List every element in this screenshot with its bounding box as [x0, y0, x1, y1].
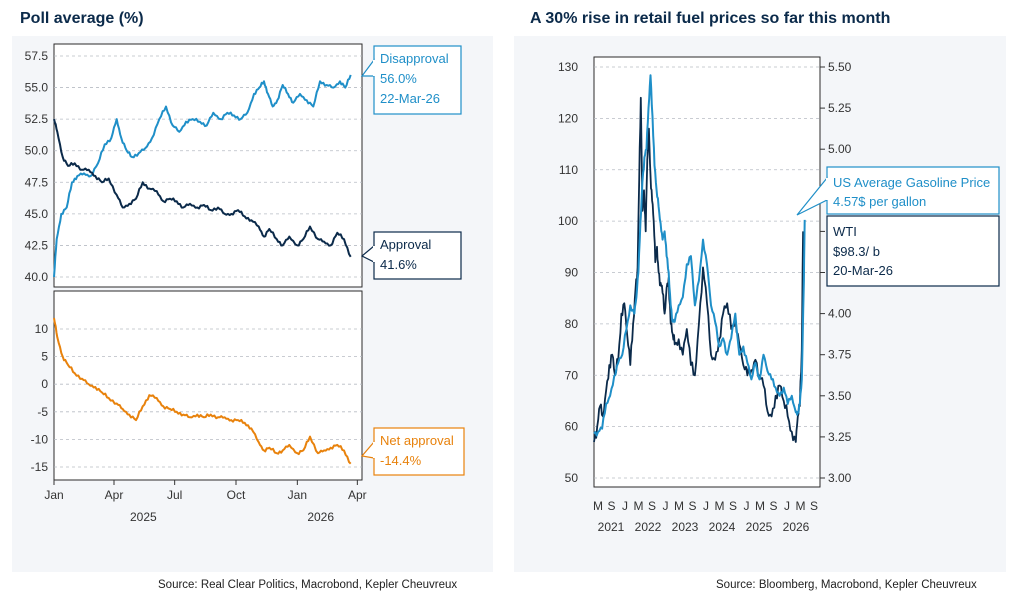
fuel-x-tick-label: M — [634, 499, 644, 513]
fuel-left-y-tick-label: 90 — [565, 266, 579, 280]
fuel-year-label: 2025 — [746, 520, 773, 534]
poll-year-label: 2026 — [307, 510, 334, 524]
fuel-right-y-tick-label: 3.25 — [828, 430, 852, 444]
fuel-left-y-tick-label: 70 — [565, 368, 579, 382]
poll-top-y-tick-label: 47.5 — [25, 175, 49, 189]
gasoline-callout-text: US Average Gasoline Price — [833, 175, 990, 190]
net-approval-callout-box — [373, 427, 465, 476]
wti-callout-text: WTI — [833, 224, 857, 239]
fuel-x-tick-label: M — [674, 499, 684, 513]
poll-x-tick-label: Apr — [105, 488, 124, 502]
fuel-right-y-tick-label: 3.50 — [828, 389, 852, 403]
poll-bottom-y-tick-label: -5 — [37, 405, 48, 419]
fuel-x-tick-label: M — [796, 499, 806, 513]
fuel-x-tick-label: S — [769, 499, 777, 513]
fuel-right-y-tick-label: 5.00 — [828, 142, 852, 156]
gasoline-callout-text: 4.57$ per gallon — [833, 194, 926, 209]
fuel-x-tick-label: M — [593, 499, 603, 513]
poll-bottom-y-tick-label: 5 — [41, 350, 48, 364]
fuel-left-y-tick-label: 50 — [565, 471, 579, 485]
poll-x-tick-label: Apr — [348, 488, 367, 502]
wti-callout-text: 20-Mar-26 — [833, 263, 893, 278]
fuel-x-tick-label: S — [810, 499, 818, 513]
net-approval-callout-text: Net approval — [380, 433, 454, 448]
poll-bottom-y-tick-label: -15 — [31, 460, 49, 474]
fuel-left-y-tick-label: 130 — [558, 60, 578, 74]
fuel-x-tick-label: J — [703, 499, 709, 513]
approval-callout-text: 41.6% — [380, 257, 417, 272]
fuel-year-label: 2024 — [709, 520, 736, 534]
net-approval-line — [53, 317, 352, 465]
approval-callout-box — [373, 231, 462, 280]
fuel-x-tick-label: J — [784, 499, 790, 513]
fuel-year-label: 2022 — [635, 520, 662, 534]
poll-x-tick-label: Jan — [44, 488, 63, 502]
poll-top-y-tick-label: 40.0 — [25, 270, 49, 284]
fuel-x-tick-label: J — [744, 499, 750, 513]
disapproval-callout-text: Disapproval — [380, 51, 449, 66]
poll-chart-source: Source: Real Clear Politics, Macrobond, … — [158, 579, 458, 591]
poll-top-y-tick-label: 52.5 — [25, 112, 49, 126]
poll-bottom-y-tick-label: -10 — [31, 432, 49, 446]
fuel-left-y-tick-label: 80 — [565, 317, 579, 331]
wti-callout-box — [826, 215, 1000, 287]
poll-top-y-tick-label: 42.5 — [25, 238, 49, 252]
poll-x-tick-label: Oct — [227, 488, 246, 502]
fuel-year-label: 2021 — [598, 520, 625, 534]
fuel-x-tick-label: S — [729, 499, 737, 513]
fuel-chart-source: Source: Bloomberg, Macrobond, Kepler Che… — [716, 579, 977, 591]
fuel-year-label: 2023 — [672, 520, 699, 534]
fuel-right-y-tick-label: 3.75 — [828, 348, 852, 362]
poll-year-label: 2025 — [130, 510, 157, 524]
fuel-left-y-tick-label: 60 — [565, 420, 579, 434]
disapproval-callout-box — [373, 45, 462, 115]
fuel-left-y-tick-label: 110 — [559, 163, 578, 177]
fuel-year-label: 2026 — [783, 520, 810, 534]
poll-chart-title: Poll average (%) — [20, 10, 144, 27]
fuel-x-tick-label: M — [755, 499, 765, 513]
poll-bottom-y-tick-label: 10 — [35, 322, 49, 336]
disapproval-callout-text: 56.0% — [380, 71, 417, 86]
poll-x-tick-label: Jul — [167, 488, 182, 502]
fuel-chart-title: A 30% rise in retail fuel prices so far … — [530, 10, 891, 27]
poll-x-tick-label: Jan — [288, 488, 307, 502]
poll-top-y-tick-label: 50.0 — [25, 144, 49, 158]
fuel-x-tick-label: M — [715, 499, 725, 513]
poll-top-plot-area — [53, 43, 363, 288]
approval-callout-text: Approval — [380, 237, 431, 252]
net-approval-callout-text: -14.4% — [380, 453, 422, 468]
poll-top-y-tick-label: 45.0 — [25, 207, 49, 221]
fuel-x-tick-label: S — [648, 499, 656, 513]
wti-line — [593, 96, 804, 443]
poll-bottom-y-tick-label: 0 — [41, 377, 48, 391]
poll-top-y-tick-label: 55.0 — [25, 81, 49, 95]
fuel-right-y-tick-label: 3.00 — [828, 471, 852, 485]
approval-line — [53, 118, 352, 258]
fuel-right-y-tick-label: 4.00 — [828, 307, 852, 321]
fuel-right-y-tick-label: 5.50 — [828, 60, 852, 74]
gasoline-line — [593, 74, 806, 437]
gasoline-callout-box — [826, 166, 1000, 215]
wti-callout-text: $98.3/ b — [833, 244, 880, 259]
fuel-x-tick-label: S — [607, 499, 615, 513]
fuel-x-tick-label: J — [663, 499, 669, 513]
fuel-left-y-tick-label: 120 — [558, 111, 578, 125]
fuel-x-tick-label: S — [688, 499, 696, 513]
fuel-right-y-tick-label: 5.25 — [828, 101, 852, 115]
fuel-left-y-tick-label: 100 — [558, 214, 578, 228]
poll-bottom-plot-area — [53, 290, 363, 481]
fuel-x-tick-label: J — [622, 499, 628, 513]
disapproval-callout-text: 22-Mar-26 — [380, 91, 440, 106]
poll-top-y-tick-label: 57.5 — [25, 49, 49, 63]
disapproval-line — [53, 74, 352, 278]
